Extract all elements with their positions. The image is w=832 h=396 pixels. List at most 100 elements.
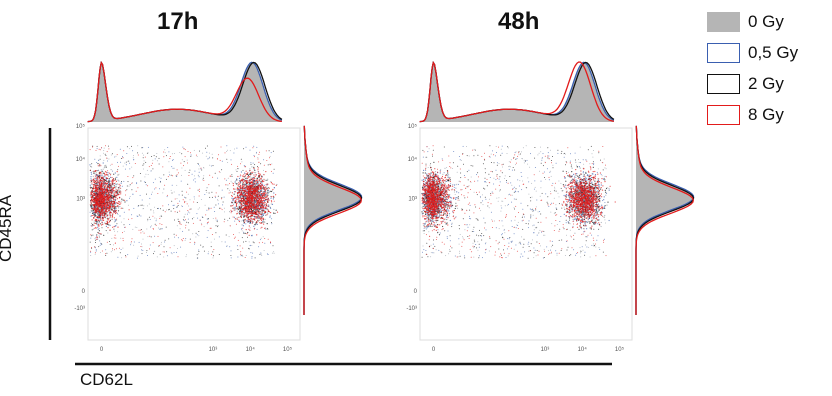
cell-point [260, 214, 262, 216]
cell-point [94, 238, 96, 240]
cell-point [241, 254, 243, 256]
cell-point [98, 186, 100, 189]
cell-point [249, 213, 251, 215]
cell-point [133, 175, 135, 177]
cell-point [242, 176, 244, 178]
cell-point [255, 152, 257, 154]
cell-point [259, 204, 261, 206]
cell-point [239, 206, 241, 208]
cell-point [239, 196, 241, 198]
cell-point [181, 239, 183, 241]
cell-point [262, 191, 264, 193]
cell-point [138, 214, 140, 216]
cell-point [100, 196, 103, 198]
cell-point [118, 188, 120, 190]
cell-point [108, 145, 109, 147]
cell-point [140, 215, 142, 217]
cell-point [147, 218, 149, 220]
cell-point [102, 162, 104, 164]
cell-point [233, 200, 235, 202]
cell-point [97, 165, 99, 167]
cell-point [233, 203, 234, 205]
cell-point [113, 193, 115, 195]
cell-point [256, 210, 258, 212]
cell-point [91, 229, 93, 231]
cell-point [99, 165, 101, 167]
cell-point [219, 172, 221, 173]
cell-point [186, 213, 188, 215]
cell-point [106, 180, 108, 182]
cell-point [172, 167, 174, 169]
cell-point [221, 189, 223, 191]
cell-point [251, 256, 253, 258]
cell-point [154, 158, 156, 160]
cell-point [118, 207, 120, 209]
cell-point [141, 249, 142, 251]
cell-point [147, 255, 148, 256]
cell-point [149, 244, 151, 246]
cell-point [197, 189, 199, 191]
cell-point [108, 219, 110, 221]
cell-point [129, 197, 130, 199]
cell-point [103, 152, 104, 154]
cell-point [262, 201, 264, 204]
cell-point [221, 198, 223, 200]
cell-point [109, 191, 111, 193]
cell-point [270, 203, 272, 205]
cell-point [242, 204, 244, 207]
cell-point [254, 164, 256, 166]
cell-point [196, 156, 198, 157]
cell-point [108, 207, 110, 209]
cell-point [239, 212, 241, 215]
cell-point [266, 228, 268, 229]
cell-point [93, 172, 95, 174]
cell-point [108, 197, 110, 199]
cell-point [198, 171, 200, 173]
cell-point [97, 163, 99, 165]
cell-point [118, 203, 120, 205]
cell-point [225, 184, 227, 186]
cell-point [230, 159, 232, 161]
cell-point [259, 188, 261, 190]
cell-point [111, 218, 113, 220]
cell-point [93, 227, 95, 229]
cell-point [100, 233, 102, 235]
cell-point [267, 197, 269, 199]
cell-point [91, 190, 93, 192]
cell-point [109, 205, 111, 208]
cell-point [114, 156, 116, 158]
cell-point [256, 178, 258, 180]
cell-point [108, 224, 110, 226]
cell-point [110, 199, 112, 201]
scatter-plot-frame-17h [87, 127, 301, 341]
cell-point [160, 243, 162, 245]
cell-point [242, 213, 244, 215]
cell-point [193, 196, 195, 198]
cell-point [105, 154, 107, 156]
cell-point [92, 213, 94, 215]
cell-point [206, 151, 208, 153]
cell-point [106, 208, 108, 210]
cell-point [181, 174, 182, 176]
cell-point [173, 233, 175, 235]
cell-point [123, 211, 125, 213]
cell-point [119, 184, 121, 186]
cell-point [186, 221, 188, 223]
cell-point [239, 211, 241, 213]
cell-point [205, 214, 207, 216]
cell-point [234, 220, 236, 222]
cell-point [194, 181, 196, 183]
cell-point [258, 215, 260, 217]
cell-point [216, 219, 218, 221]
cell-point [272, 172, 274, 174]
cell-point [159, 216, 161, 218]
cell-point [271, 196, 273, 198]
cell-point [117, 174, 119, 176]
cell-point [176, 251, 177, 253]
cell-point [216, 225, 218, 227]
cell-point [240, 228, 243, 230]
cell-point [265, 196, 267, 199]
cell-point [90, 204, 92, 206]
cell-point [247, 209, 249, 211]
cell-point [100, 209, 102, 211]
